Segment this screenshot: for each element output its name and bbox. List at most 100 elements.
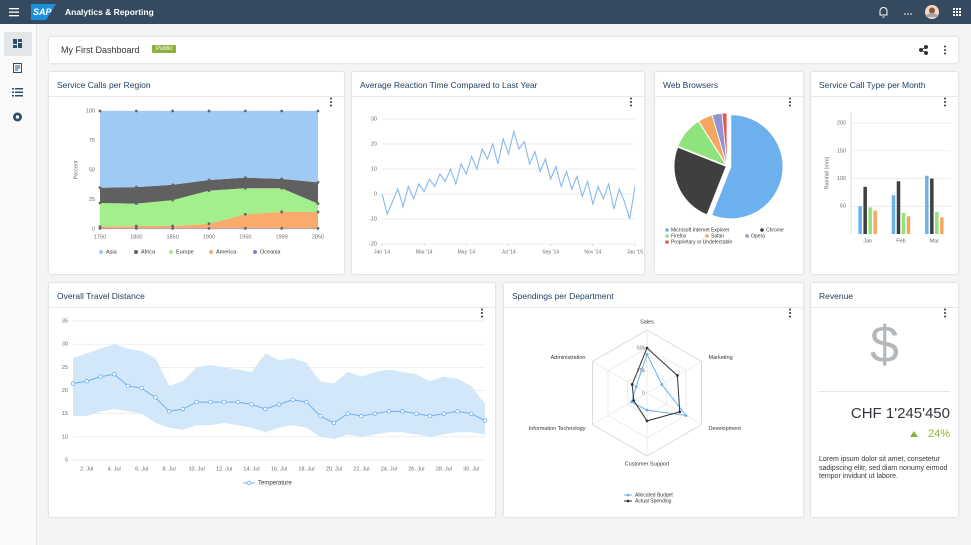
spoke <box>646 392 702 425</box>
menu-dot <box>481 315 483 318</box>
up-arrow <box>910 431 918 437</box>
legend-swatch <box>253 250 257 254</box>
card-menu[interactable] <box>787 307 793 319</box>
point <box>386 409 392 414</box>
menu-dot <box>630 101 632 103</box>
card-title: Web Browsers <box>663 80 719 90</box>
card-menu[interactable] <box>479 307 485 319</box>
nav-dashboard[interactable] <box>13 39 22 48</box>
point <box>243 212 247 216</box>
axis-label: Development <box>708 426 741 432</box>
point <box>280 210 284 214</box>
x-tick-label: 22. Jul <box>353 466 369 472</box>
legend-swatch <box>665 240 669 244</box>
share[interactable] <box>919 45 928 55</box>
card-menu[interactable] <box>942 96 948 108</box>
point <box>171 227 175 230</box>
header-actions <box>919 45 946 55</box>
axis-label: Customer Support <box>625 461 670 467</box>
menu-dot <box>789 315 791 318</box>
notifications[interactable] <box>879 7 888 18</box>
card-menu[interactable] <box>628 96 634 108</box>
apps[interactable] <box>953 8 961 16</box>
point <box>482 418 488 423</box>
legend-swatch <box>246 480 252 486</box>
card-menu[interactable] <box>328 96 334 108</box>
kpi-value: CHF 1'245'450 <box>850 405 950 422</box>
y-axis-label: Rainfall (mm) <box>824 156 830 189</box>
overflow[interactable] <box>904 13 912 15</box>
avatar[interactable] <box>925 5 939 19</box>
point <box>153 395 158 400</box>
point <box>331 420 337 426</box>
x-tick-label: Jul '14 <box>501 249 516 255</box>
chart: -20 -10 0 10 20 30 Jan '14 Mar '14 May '14 Jul '1… <box>369 116 643 255</box>
y-tick-label: 75 <box>89 138 95 144</box>
point <box>316 210 320 214</box>
card-menu[interactable] <box>942 307 948 319</box>
card-title: Revenue <box>819 291 854 301</box>
menu-dot <box>944 104 946 107</box>
bar <box>925 175 929 234</box>
y-axis-label: Percent <box>73 160 79 179</box>
point <box>455 409 460 414</box>
bar <box>891 195 896 234</box>
point <box>645 352 649 356</box>
legend-label: Temperature <box>258 481 292 487</box>
y-tick-label: -10 <box>369 216 377 222</box>
legend-label: Europe <box>176 249 194 255</box>
menu-dot <box>944 97 946 100</box>
x-tick-label: 2050 <box>312 234 324 240</box>
chart: 025k50kSalesMarketingDevelopmentCustomer… <box>529 319 742 504</box>
point <box>345 411 350 416</box>
x-tick-label: Jan '14 <box>374 249 390 255</box>
legend-label: Asia <box>106 249 118 255</box>
logo-shape <box>31 4 56 20</box>
spoke <box>592 392 648 425</box>
menu-button[interactable] <box>9 8 19 17</box>
point <box>280 109 284 113</box>
point <box>125 383 131 389</box>
card: Overall Travel Distance 5 10 15 20 25 30 35 2. J… <box>49 283 495 517</box>
nav-report[interactable] <box>13 63 22 73</box>
kpi-icon: $ <box>870 316 899 374</box>
r-tick-label: 50k <box>637 345 646 351</box>
point <box>316 202 320 206</box>
x-tick-label: 1950 <box>239 234 251 240</box>
legend-label: Proprietary or Undetectable <box>671 239 732 245</box>
area <box>100 211 318 229</box>
menu-dot <box>944 101 946 103</box>
x-tick-label: 1999 <box>276 234 288 240</box>
point <box>441 411 446 416</box>
point <box>98 109 102 113</box>
nav-icons <box>4 32 32 122</box>
nav-settings[interactable] <box>13 112 22 122</box>
x-tick-label: 12. Jul <box>216 466 232 472</box>
y-tick-label: 100 <box>86 108 95 114</box>
y-tick-label: 100 <box>837 176 846 182</box>
point <box>207 109 211 113</box>
x-tick-label: 16. Jul <box>271 466 287 472</box>
card-title: Average Reaction Time Compared to Last Y… <box>360 80 538 90</box>
legend-swatch <box>209 250 213 254</box>
more[interactable] <box>944 45 946 55</box>
bar <box>940 217 944 234</box>
x-tick-label: Mar '14 <box>416 249 433 255</box>
y-tick-label: 0 <box>374 191 377 197</box>
y-tick-label: 10 <box>62 434 68 440</box>
y-tick-label: 20 <box>371 141 377 147</box>
point <box>171 109 175 113</box>
pie-slice <box>677 120 728 167</box>
menu-dot <box>630 104 632 107</box>
legend-label: Actual Spending <box>635 498 672 504</box>
x-tick-label: Feb <box>896 238 905 244</box>
nav-list[interactable] <box>12 88 23 97</box>
dashboard-title: My First Dashboard <box>61 45 140 55</box>
card: Service Call Type per Month 50 100 150 200 Ra… <box>811 72 958 274</box>
card-menu[interactable] <box>787 96 793 108</box>
point <box>194 399 199 405</box>
spoke <box>592 361 648 394</box>
point <box>243 109 247 113</box>
chart: 5 10 15 20 25 30 35 2. Jul 4. Jul 6. Jul 8. Jul 10.… <box>62 318 488 487</box>
point <box>400 409 405 414</box>
